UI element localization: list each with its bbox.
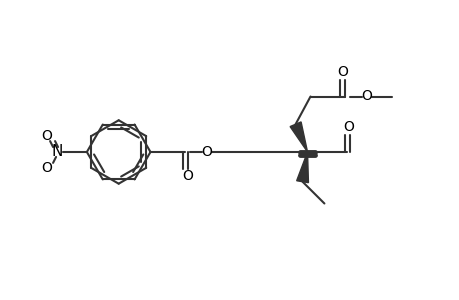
Polygon shape <box>290 122 307 152</box>
Text: O: O <box>42 129 52 143</box>
Text: O: O <box>361 89 372 103</box>
Text: O: O <box>181 169 192 183</box>
Text: O: O <box>342 120 353 134</box>
Text: O: O <box>336 65 347 79</box>
Polygon shape <box>296 152 308 183</box>
Text: N: N <box>51 145 62 160</box>
Text: O: O <box>42 161 52 175</box>
Text: O: O <box>201 145 212 159</box>
